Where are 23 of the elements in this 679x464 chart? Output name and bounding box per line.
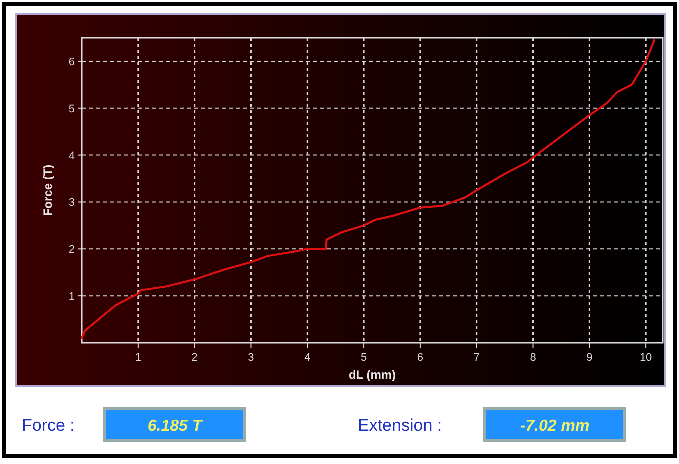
text: -7.02 mm xyxy=(520,418,590,435)
line-series xyxy=(81,39,656,340)
text: Force : xyxy=(22,416,75,435)
x-tick-label: 5 xyxy=(360,352,368,364)
y-tick-label: 6 xyxy=(68,56,75,68)
y-tick-label: 1 xyxy=(68,291,75,304)
x-tick-label: 2 xyxy=(192,352,198,364)
x-tick-label: 1 xyxy=(135,352,142,364)
y-axis-title: Force (T) xyxy=(41,164,55,216)
x-tick-label: 4 xyxy=(304,352,311,364)
x-tick-label: 8 xyxy=(530,352,536,364)
y-tick-label: 4 xyxy=(68,150,75,162)
y-tick-label: 3 xyxy=(68,197,75,210)
y-tick-label: 2 xyxy=(68,244,75,256)
x-tick-label: 9 xyxy=(586,352,593,364)
x-tick-label: 3 xyxy=(248,352,254,364)
text: Extension : xyxy=(358,416,442,435)
x-tick-label: 6 xyxy=(417,352,424,364)
x-tick-label: 7 xyxy=(474,352,480,364)
x-tick-label: 10 xyxy=(640,352,652,364)
text: 6.185 T xyxy=(148,418,204,435)
y-tick-label: 5 xyxy=(68,103,75,116)
x-axis-title: dL (mm) xyxy=(348,368,396,382)
